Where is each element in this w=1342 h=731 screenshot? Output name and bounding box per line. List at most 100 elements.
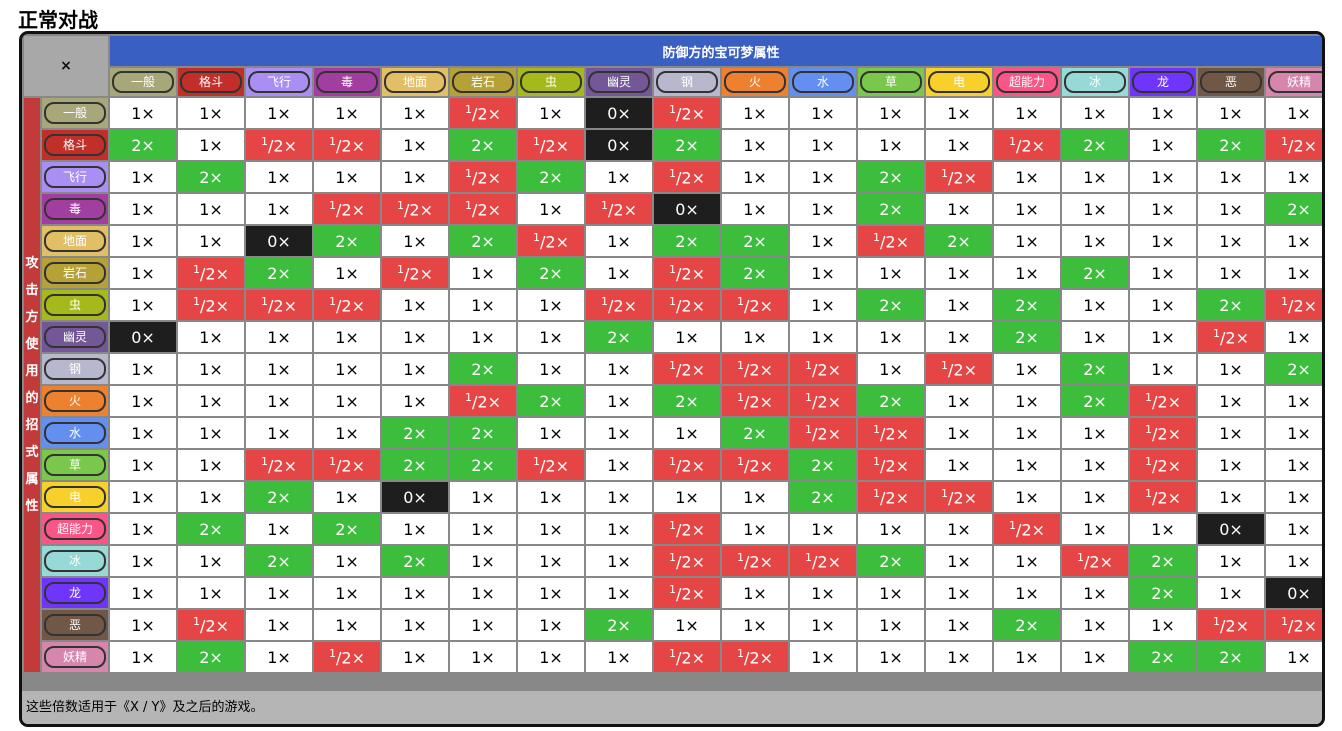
multiplier-cell: 2×: [586, 610, 653, 640]
multiplier-cell: 1/2×: [722, 354, 789, 384]
attacker-row: 草 1× 1× 1/2× 1/2× 2× 2× 1/2× 1× 1/2× 1/2× 2× 1/2× 1× 1…: [24, 450, 1322, 480]
defender-type-pill: 地面: [384, 71, 447, 93]
defender-type-pill: 毒: [316, 71, 379, 93]
multiplier-cell: 2×: [1198, 290, 1265, 320]
corner-cell: ×: [24, 36, 109, 96]
multiplier-cell: 1/2×: [314, 130, 381, 160]
defender-type-pill: 格斗: [180, 71, 243, 93]
multiplier-cell: 1×: [994, 258, 1061, 288]
multiplier-cell: 2×: [518, 258, 585, 288]
multiplier-cell: 1/2×: [450, 194, 517, 224]
multiplier-cell: 1×: [450, 482, 517, 512]
multiplier-cell: 1×: [450, 322, 517, 352]
multiplier-cell: 1×: [586, 258, 653, 288]
multiplier-cell: 1×: [994, 482, 1061, 512]
multiplier-cell: 1×: [926, 290, 993, 320]
type-chart-grid: × 防御方的宝可梦属性 一般 格斗 飞行毒地面 岩石虫幽灵钢火水草电超能力冰龙恶妖精攻击方…: [22, 34, 1322, 674]
multiplier-cell: 2×: [858, 546, 925, 576]
multiplier-cell: 1×: [994, 642, 1061, 672]
multiplier-cell: 1/2×: [654, 450, 721, 480]
multiplier-cell: 2×: [1130, 546, 1197, 576]
multiplier-cell: 1×: [994, 226, 1061, 256]
multiplier-cell: 1×: [246, 98, 313, 128]
multiplier-cell: 1×: [858, 322, 925, 352]
multiplier-cell: 1×: [1198, 482, 1265, 512]
multiplier-cell: 1×: [926, 386, 993, 416]
attacker-type-11: 草: [42, 450, 109, 480]
attacker-type-pill: 钢: [44, 358, 106, 380]
multiplier-cell: 2×: [450, 130, 517, 160]
multiplier-cell: 1×: [994, 418, 1061, 448]
multiplier-cell: 1×: [246, 642, 313, 672]
defender-type-15: 龙: [1130, 68, 1197, 96]
multiplier-cell: 2×: [450, 226, 517, 256]
multiplier-cell: 1×: [110, 98, 177, 128]
defender-type-9: 火: [722, 68, 789, 96]
multiplier-cell: 1×: [1062, 578, 1129, 608]
multiplier-cell: 2×: [314, 514, 381, 544]
defender-type-17: 妖精: [1266, 68, 1322, 96]
multiplier-cell: 1×: [926, 578, 993, 608]
multiplier-cell: 1×: [382, 226, 449, 256]
multiplier-cell: 1/2×: [450, 386, 517, 416]
multiplier-cell: 1×: [926, 258, 993, 288]
multiplier-cell: 1×: [926, 610, 993, 640]
defender-type-pill: 冰: [1064, 71, 1127, 93]
multiplier-cell: 1×: [1266, 386, 1322, 416]
multiplier-cell: 1×: [926, 642, 993, 672]
attacker-type-pill: 地面: [44, 230, 106, 252]
multiplier-cell: 1×: [790, 98, 857, 128]
multiplier-cell: 1×: [110, 610, 177, 640]
multiplier-cell: 1×: [994, 194, 1061, 224]
multiplier-cell: 2×: [858, 386, 925, 416]
defender-type-1: 格斗: [178, 68, 245, 96]
multiplier-cell: 1/2×: [178, 610, 245, 640]
multiplier-cell: 1×: [314, 578, 381, 608]
multiplier-cell: 1×: [586, 642, 653, 672]
defender-type-0: 一般: [110, 68, 177, 96]
multiplier-cell: 1×: [246, 386, 313, 416]
multiplier-cell: 1×: [722, 130, 789, 160]
multiplier-cell: 2×: [246, 258, 313, 288]
attacker-type-pill: 火: [44, 390, 106, 412]
multiplier-cell: 2×: [1266, 354, 1322, 384]
multiplier-cell: 2×: [110, 130, 177, 160]
multiplier-cell: 1×: [722, 514, 789, 544]
multiplier-cell: 1×: [178, 98, 245, 128]
multiplier-cell: 1×: [858, 354, 925, 384]
multiplier-cell: 1×: [722, 482, 789, 512]
multiplier-cell: 1×: [586, 162, 653, 192]
multiplier-cell: 2×: [586, 322, 653, 352]
multiplier-cell: 0×: [246, 226, 313, 256]
multiplier-cell: 1×: [926, 450, 993, 480]
attacker-row: 龙 1× 1× 1× 1× 1× 1× 1× 1× 1/2× 1× 1× 1× 1× 1× 1× 2× 1× 0×: [24, 578, 1322, 608]
multiplier-cell: 1×: [518, 322, 585, 352]
multiplier-cell: 1×: [586, 482, 653, 512]
multiplier-cell: 1×: [518, 578, 585, 608]
page-title: 正常对战: [18, 8, 98, 32]
multiplier-cell: 1/2×: [1198, 322, 1265, 352]
multiplier-cell: 1×: [926, 322, 993, 352]
multiplier-cell: 1×: [1062, 162, 1129, 192]
multiplier-cell: 1/2×: [518, 130, 585, 160]
multiplier-cell: 2×: [1198, 130, 1265, 160]
multiplier-cell: 1×: [1130, 226, 1197, 256]
multiplier-cell: 1×: [518, 418, 585, 448]
multiplier-cell: 1/2×: [518, 226, 585, 256]
multiplier-cell: 0×: [1266, 578, 1322, 608]
defender-type-pill: 水: [792, 71, 855, 93]
multiplier-cell: 1×: [1062, 514, 1129, 544]
defender-type-pill: 岩石: [452, 71, 515, 93]
multiplier-cell: 1×: [178, 322, 245, 352]
multiplier-cell: 1×: [178, 226, 245, 256]
multiplier-cell: 2×: [1130, 642, 1197, 672]
multiplier-cell: 1×: [518, 514, 585, 544]
multiplier-cell: 1×: [1266, 226, 1322, 256]
multiplier-cell: 1×: [994, 546, 1061, 576]
multiplier-cell: 1×: [110, 418, 177, 448]
multiplier-cell: 1×: [110, 226, 177, 256]
defender-type-8: 钢: [654, 68, 721, 96]
multiplier-cell: 2×: [1266, 194, 1322, 224]
multiplier-cell: 1×: [1062, 290, 1129, 320]
type-chart-frame: × 防御方的宝可梦属性 一般 格斗 飞行毒地面 岩石虫幽灵钢火水草电超能力冰龙恶妖精攻击方…: [19, 31, 1325, 727]
